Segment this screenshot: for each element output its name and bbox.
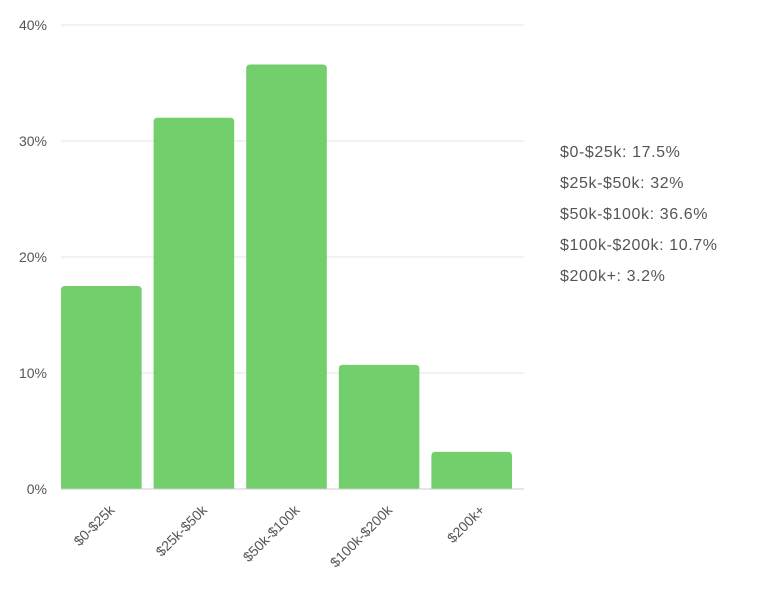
x-category-label: $25k-$50k [152,501,210,559]
x-category-label: $200k+ [444,502,488,546]
legend-item: $100k-$200k: 10.7% [560,237,718,254]
legend-item: $25k-$50k: 32% [560,175,685,192]
y-tick-label: 40% [19,17,47,33]
y-axis-ticks: 0% 10% 20% 30% 40% [19,17,47,497]
bar[interactable] [61,286,142,489]
bar[interactable] [246,64,327,489]
y-tick-label: 0% [27,481,47,497]
legend-item: $0-$25k: 17.5% [560,144,681,161]
bar[interactable] [153,117,235,490]
bars [61,64,512,490]
x-category-label: $100k-$200k [327,501,396,570]
x-category-label: $0-$25k [70,501,118,549]
legend-item: $50k-$100k: 36.6% [560,206,709,223]
y-tick-label: 10% [19,365,47,381]
bar[interactable] [338,364,420,489]
legend-item: $200k+: 3.2% [560,268,666,285]
y-tick-label: 30% [19,133,47,149]
legend: $0-$25k: 17.5% $25k-$50k: 32% $50k-$100k… [560,137,718,292]
y-tick-label: 20% [19,249,47,265]
x-category-label: $50k-$100k [240,501,304,565]
x-axis-labels: $0-$25k $25k-$50k $50k-$100k $100k-$200k $20… [70,501,487,570]
bar[interactable] [431,451,512,489]
